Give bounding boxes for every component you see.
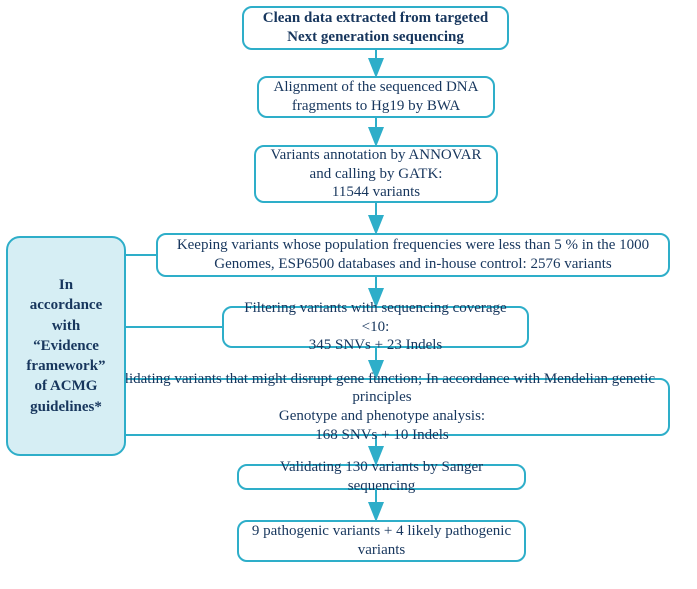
node-line: Validating 130 variants by Sanger sequen… (247, 458, 516, 496)
node-line: Clean data extracted from targeted (263, 9, 488, 28)
node-line: of ACMG (35, 376, 98, 396)
node-line: Next generation sequencing (287, 28, 464, 47)
node-line: Alignment of the sequenced DNA (274, 78, 479, 97)
flow-node-sanger: Validating 130 variants by Sanger sequen… (237, 464, 526, 490)
node-line: and calling by GATK: (310, 165, 443, 184)
node-line: In (59, 275, 73, 295)
node-line: variants (358, 541, 405, 560)
node-line: framework” (26, 356, 105, 376)
flow-node-coverage-filter: Filtering variants with sequencing cover… (222, 306, 529, 348)
node-line: Genotype and phenotype analysis: (279, 407, 485, 426)
flow-node-alignment: Alignment of the sequenced DNAfragments … (257, 76, 495, 118)
node-line: “Evidence (33, 336, 99, 356)
flow-node-result: 9 pathogenic variants + 4 likely pathoge… (237, 520, 526, 562)
node-line: with (52, 316, 80, 336)
node-line: Keeping variants whose population freque… (177, 236, 649, 255)
node-line: Validating variants that might disrupt g… (104, 370, 660, 408)
node-line: guidelines* (30, 397, 102, 417)
node-line: 9 pathogenic variants + 4 likely pathoge… (252, 522, 511, 541)
flow-node-population-freq: Keeping variants whose population freque… (156, 233, 670, 277)
flow-node-annotation: Variants annotation by ANNOVARand callin… (254, 145, 498, 203)
node-line: Genomes, ESP6500 databases and in-house … (214, 255, 611, 274)
flow-node-validation-genotype: Validating variants that might disrupt g… (94, 378, 670, 436)
node-line: Variants annotation by ANNOVAR (271, 146, 482, 165)
node-line: Filtering variants with sequencing cover… (232, 299, 519, 337)
side-panel-acmg: Inaccordancewith“Evidenceframework”of AC… (6, 236, 126, 456)
flow-node-clean-data: Clean data extracted from targetedNext g… (242, 6, 509, 50)
node-line: 11544 variants (332, 183, 420, 202)
node-line: 168 SNVs + 10 Indels (315, 426, 448, 445)
node-line: fragments to Hg19 by BWA (292, 97, 460, 116)
node-line: accordance (30, 295, 102, 315)
node-line: 345 SNVs + 23 Indels (309, 336, 442, 355)
